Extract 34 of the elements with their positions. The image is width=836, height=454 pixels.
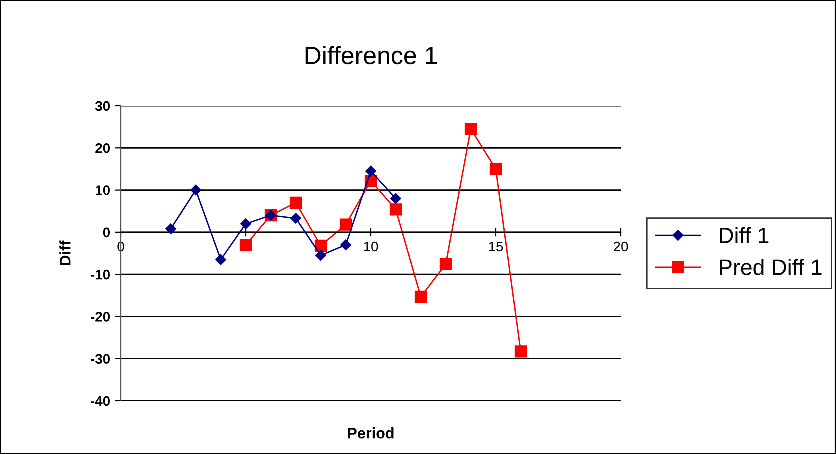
- y-axis-title: Diff: [60, 240, 71, 266]
- y-tick-label: 30: [95, 101, 110, 112]
- x-tick-label: 15: [489, 242, 504, 252]
- point: [440, 258, 452, 271]
- y-tick-label: -30: [91, 354, 110, 364]
- legend-label: Diff 1: [720, 227, 769, 244]
- point: [366, 166, 376, 177]
- point: [216, 254, 226, 266]
- legend-label: Pred Diff 1: [720, 259, 822, 276]
- point: [290, 196, 302, 210]
- point: [390, 204, 402, 216]
- point: [290, 213, 302, 224]
- point: [316, 250, 326, 262]
- y-tick-label: 0: [103, 228, 110, 238]
- point: [414, 290, 428, 303]
- point: [464, 123, 478, 136]
- point: [490, 163, 502, 176]
- x-axis-title: Period: [348, 428, 394, 439]
- y-tick-label: -10: [91, 270, 110, 280]
- point: [240, 238, 252, 252]
- point: [166, 224, 176, 234]
- x-tick-label: 20: [614, 242, 628, 252]
- point: [514, 346, 528, 358]
- y-tick-label: -20: [91, 312, 110, 322]
- y-tick-label: -40: [91, 396, 110, 406]
- y-tick-label: 20: [96, 143, 110, 154]
- point: [190, 184, 202, 196]
- point: [240, 218, 252, 230]
- point: [340, 218, 352, 231]
- chart-title: Difference 1: [306, 46, 437, 65]
- point: [340, 240, 352, 250]
- y-tick-label: 10: [96, 186, 110, 196]
- x-tick-label: 10: [364, 242, 378, 252]
- point: [390, 193, 402, 204]
